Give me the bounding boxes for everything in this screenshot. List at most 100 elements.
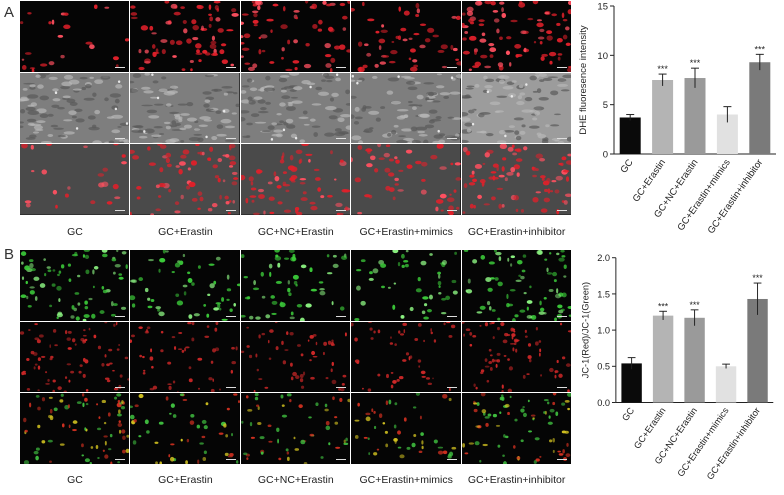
y-tick-label: 10 bbox=[597, 51, 608, 62]
scale-bar bbox=[556, 315, 567, 317]
micrograph-tile bbox=[240, 144, 351, 215]
micrograph-tile bbox=[130, 250, 240, 321]
image-column bbox=[461, 1, 571, 215]
micrograph-tile bbox=[461, 393, 571, 464]
micrograph-tile bbox=[240, 393, 351, 464]
scale-bar bbox=[336, 458, 347, 460]
panel-a-image-grid bbox=[20, 1, 571, 215]
micrograph-tile bbox=[240, 250, 351, 321]
column-label: GC+Erastin bbox=[158, 226, 213, 238]
scale-bar bbox=[115, 315, 126, 317]
scale-bar bbox=[225, 387, 236, 389]
scale-bar bbox=[225, 315, 236, 317]
micrograph-tile bbox=[461, 72, 571, 144]
significance-mark: *** bbox=[690, 58, 701, 68]
image-column bbox=[351, 1, 461, 215]
micrograph-tile bbox=[130, 321, 240, 393]
micrograph-tile bbox=[20, 144, 130, 215]
scale-bar bbox=[446, 138, 457, 140]
image-column bbox=[20, 250, 130, 464]
image-column bbox=[240, 1, 351, 215]
bar bbox=[749, 62, 771, 154]
scale-bar bbox=[115, 209, 126, 211]
scale-bar bbox=[556, 458, 567, 460]
scale-bar bbox=[446, 387, 457, 389]
scale-bar bbox=[446, 458, 457, 460]
bar bbox=[619, 117, 641, 154]
bar bbox=[747, 298, 768, 403]
scale-bar bbox=[446, 315, 457, 317]
y-tick-label: 0.5 bbox=[597, 362, 610, 372]
scale-bar bbox=[225, 209, 236, 211]
column-label: GC+NC+Erastin bbox=[257, 474, 334, 486]
micrograph-tile bbox=[130, 72, 240, 144]
micrograph-tile bbox=[461, 321, 571, 393]
column-label: GC+Erastin+inhibitor bbox=[467, 474, 566, 486]
column-label: GC bbox=[67, 226, 83, 238]
scale-bar bbox=[115, 66, 126, 68]
scale-bar bbox=[336, 315, 347, 317]
scale-bar bbox=[225, 66, 236, 68]
micrograph-tile bbox=[240, 72, 351, 144]
x-tick-label: GC bbox=[618, 157, 635, 175]
scale-bar bbox=[556, 138, 567, 140]
scale-bar bbox=[556, 387, 567, 389]
column-label: GC+NC+Erastin bbox=[257, 226, 334, 238]
y-axis-label: DHE fluoresence intensity bbox=[578, 25, 589, 135]
bar bbox=[621, 363, 642, 403]
column-label: GC+Erastin+inhibitor bbox=[467, 226, 566, 238]
micrograph-tile bbox=[351, 250, 461, 321]
scale-bar bbox=[556, 209, 567, 211]
micrograph-tile bbox=[351, 1, 461, 72]
micrograph-tile bbox=[130, 393, 240, 464]
significance-mark: *** bbox=[657, 64, 668, 74]
y-tick-label: 1.0 bbox=[597, 326, 610, 336]
panel-b-letter: B bbox=[4, 246, 15, 263]
micrograph-tile bbox=[130, 1, 240, 72]
scale-bar bbox=[115, 387, 126, 389]
significance-mark: *** bbox=[752, 273, 763, 283]
panel-b-image-grid bbox=[20, 250, 571, 464]
column-label: GC bbox=[67, 474, 83, 486]
micrograph-tile bbox=[130, 144, 240, 215]
y-tick-label: 1.5 bbox=[597, 289, 610, 299]
scale-bar bbox=[556, 66, 567, 68]
bar bbox=[716, 114, 738, 154]
bar bbox=[684, 78, 706, 154]
scale-bar bbox=[336, 138, 347, 140]
y-axis-label: JC-1(Red)/JC-1(Green) bbox=[581, 282, 591, 378]
image-column bbox=[461, 250, 571, 464]
micrograph-tile bbox=[20, 393, 130, 464]
micrograph-tile bbox=[20, 1, 130, 72]
scale-bar bbox=[115, 458, 126, 460]
micrograph-tile bbox=[20, 321, 130, 393]
column-label: GC+Erastin+mimics bbox=[359, 474, 453, 486]
column-label: GC+Erastin bbox=[158, 474, 213, 486]
y-tick-label: 5 bbox=[603, 100, 608, 111]
panel-a-letter: A bbox=[4, 4, 15, 21]
image-column bbox=[351, 250, 461, 464]
micrograph-tile bbox=[351, 72, 461, 144]
image-column bbox=[240, 250, 351, 464]
bar bbox=[652, 80, 674, 154]
significance-mark: *** bbox=[755, 44, 766, 54]
micrograph-tile bbox=[351, 321, 461, 393]
significance-mark: *** bbox=[689, 300, 700, 310]
scale-bar bbox=[336, 387, 347, 389]
micrograph-tile bbox=[240, 321, 351, 393]
micrograph-tile bbox=[351, 144, 461, 215]
micrograph-tile bbox=[20, 250, 130, 321]
x-tick-label: GC bbox=[620, 405, 636, 422]
micrograph-tile bbox=[461, 144, 571, 215]
scale-bar bbox=[336, 209, 347, 211]
micrograph-tile bbox=[240, 1, 351, 72]
micrograph-tile bbox=[461, 250, 571, 321]
scale-bar bbox=[225, 138, 236, 140]
y-tick-label: 0.0 bbox=[597, 398, 610, 408]
scale-bar bbox=[115, 138, 126, 140]
y-tick-label: 0 bbox=[603, 150, 608, 161]
scale-bar bbox=[446, 209, 457, 211]
scale-bar bbox=[336, 66, 347, 68]
micrograph-tile bbox=[461, 1, 571, 72]
